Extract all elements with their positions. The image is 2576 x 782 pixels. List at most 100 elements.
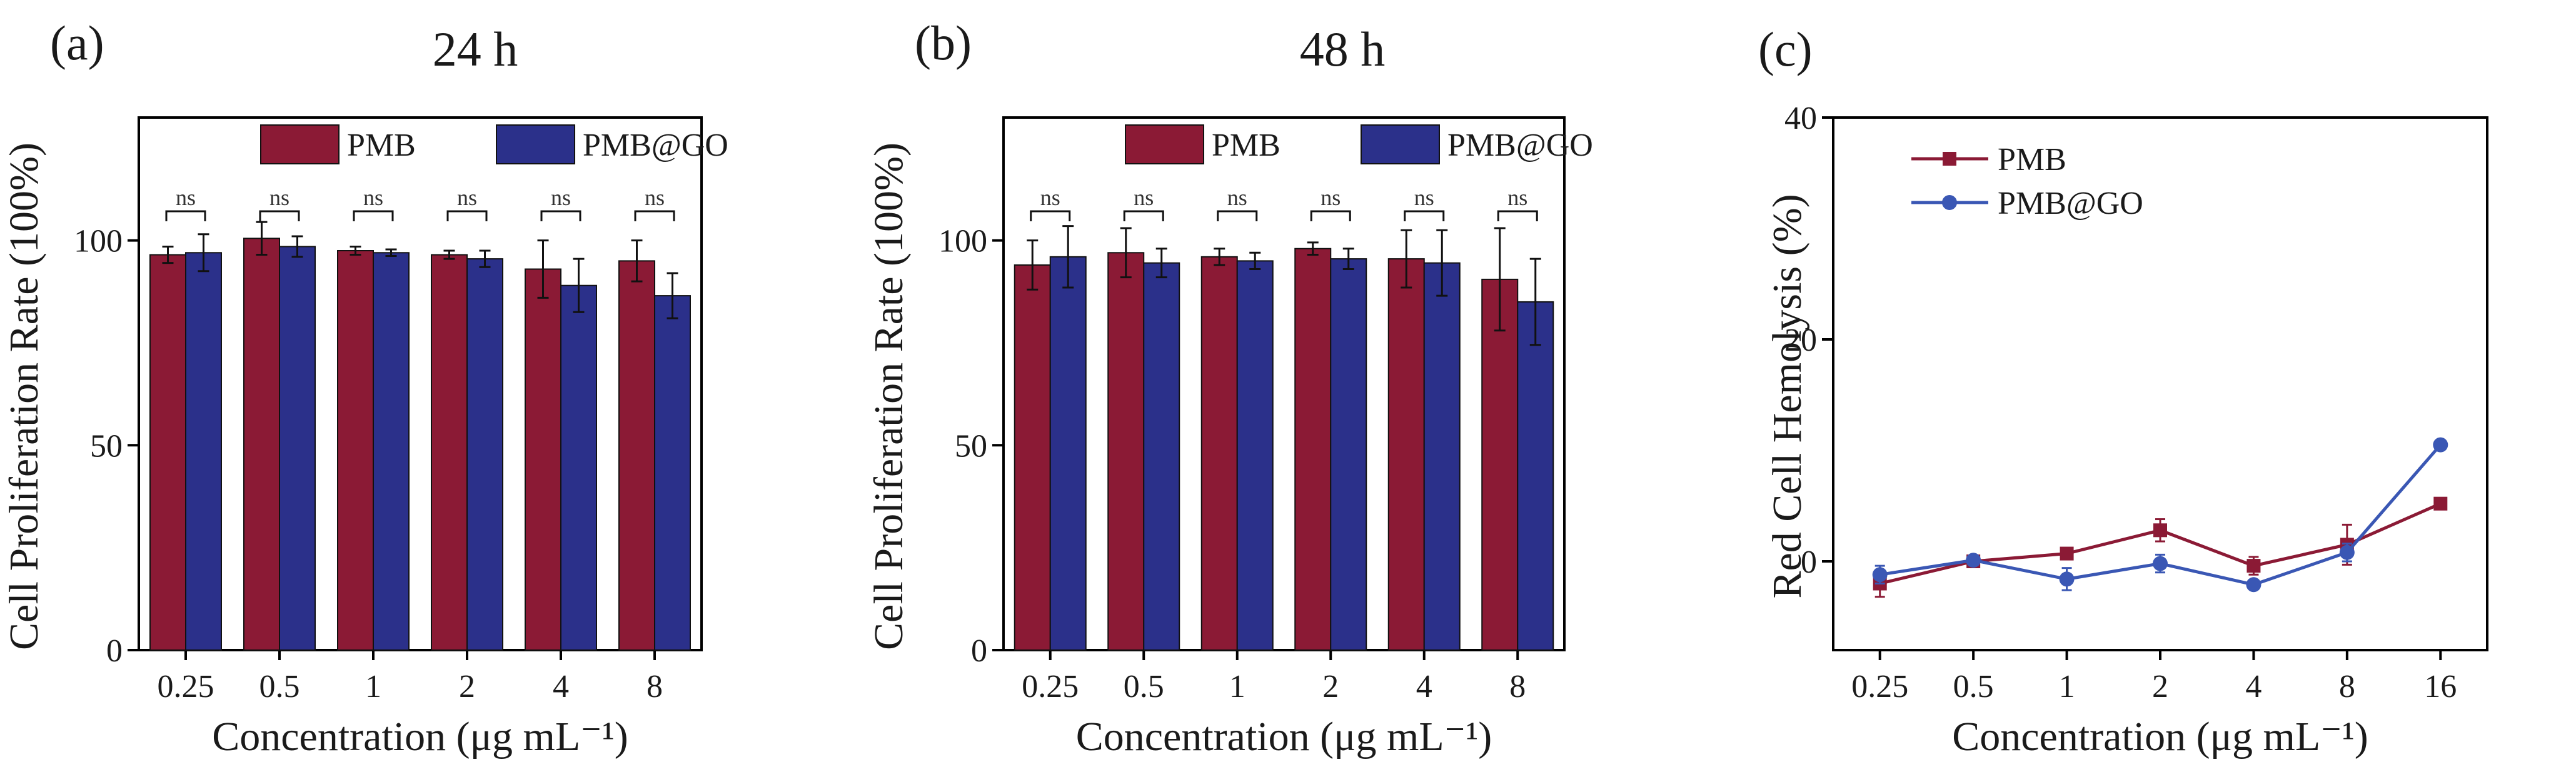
bar <box>1517 301 1554 651</box>
bar <box>1330 258 1367 651</box>
series-pmb <box>1873 496 2448 598</box>
data-point <box>2060 546 2074 561</box>
x-tick-label: 8 <box>1509 669 1526 704</box>
significance-label: ns <box>1414 185 1434 210</box>
legend-label: PMB@GO <box>583 128 728 163</box>
series-pmb <box>1014 227 1519 651</box>
bar <box>185 252 222 651</box>
significance-label: ns <box>363 185 383 210</box>
data-point <box>2153 523 2167 538</box>
data-point <box>2246 577 2262 593</box>
legend-swatch <box>1361 124 1440 164</box>
x-tick-label: 1 <box>365 669 381 704</box>
data-point <box>2433 496 2448 511</box>
y-tick-label: 20 <box>1784 323 1817 358</box>
chart-panel-2: (b) 48 h 0 50 100 0.25 0.5 1 2 4 8 Concentration (μ… <box>866 16 1593 759</box>
bar <box>1107 252 1145 651</box>
chart-panel-1: (a) 24 h 0 50 100 0.25 0.5 1 2 4 8 Concentration (μ… <box>1 16 728 759</box>
bar <box>525 268 561 651</box>
panel-label: (b) <box>915 16 972 70</box>
bar <box>337 250 374 651</box>
y-tick-label: 0 <box>1801 544 1817 580</box>
x-tick-label: 2 <box>2152 669 2168 704</box>
x-tick-label: 2 <box>1322 669 1339 704</box>
significance-label: ns <box>1321 185 1341 210</box>
x-tick-label: 4 <box>2245 669 2262 704</box>
legend-swatch <box>260 124 340 164</box>
bar <box>654 295 691 651</box>
data-point <box>2246 559 2261 573</box>
x-axis-label: Concentration (μg mL⁻¹) <box>1952 714 2368 759</box>
bar <box>1236 260 1274 651</box>
bar <box>560 284 597 651</box>
significance-label: ns <box>1040 185 1060 210</box>
y-axis-label: Cell Proliferation Rate (100%) <box>1 143 47 650</box>
significance-bracket <box>1030 210 1071 221</box>
significance-bracket <box>634 210 675 221</box>
legend-label: PMB@GO <box>1447 128 1593 163</box>
y-axis-label: Cell Proliferation Rate (100%) <box>866 143 912 650</box>
significance-bracket <box>1217 210 1258 221</box>
bar <box>1014 264 1051 651</box>
legend-label: PMB <box>347 128 416 163</box>
data-point <box>2339 544 2355 560</box>
bar <box>1143 262 1180 651</box>
significance-bracket <box>1123 210 1164 221</box>
bar <box>1049 256 1087 651</box>
x-tick-label: 4 <box>1416 669 1432 704</box>
bar <box>373 252 410 651</box>
bar <box>243 238 280 651</box>
bar <box>618 260 655 651</box>
x-tick-label: 1 <box>1229 669 1245 704</box>
significance-bracket <box>1310 210 1351 221</box>
legend-marker <box>1942 195 1957 210</box>
bar <box>466 258 503 651</box>
y-tick-label: 100 <box>74 224 123 259</box>
legend-label: PMB@GO <box>1998 186 2143 221</box>
x-tick-label: 0.5 <box>259 669 300 704</box>
x-tick-label: 0.5 <box>1953 669 1994 704</box>
bar <box>1200 256 1238 651</box>
significance-bracket <box>165 210 206 221</box>
legend-label: PMB <box>1998 142 2066 178</box>
chart-title: 24 h <box>433 22 518 76</box>
series-pmb-go <box>185 233 691 651</box>
bar <box>1387 258 1425 651</box>
x-tick-label: 8 <box>647 669 663 704</box>
plot-frame <box>138 116 703 651</box>
significance-bracket <box>1404 210 1445 221</box>
significance-label: ns <box>1227 185 1247 210</box>
panel-label: (c) <box>1758 22 1813 76</box>
y-tick-label: 40 <box>1784 101 1817 136</box>
significance-bracket <box>353 210 394 221</box>
x-tick-label: 0.25 <box>1022 669 1079 704</box>
x-tick-label: 2 <box>459 669 475 704</box>
bar <box>149 254 186 651</box>
y-tick-label: 50 <box>90 428 123 464</box>
x-tick-label: 0.25 <box>158 669 214 704</box>
significance-label: ns <box>269 185 289 210</box>
x-axis-label: Concentration (μg mL⁻¹) <box>212 714 628 759</box>
significance-label: ns <box>457 185 477 210</box>
data-point <box>2153 556 2168 571</box>
significance-label: ns <box>176 185 196 210</box>
data-point <box>1872 567 1888 583</box>
legend-label: PMB <box>1212 128 1280 163</box>
chart-title: 48 h <box>1300 22 1386 76</box>
significance-bracket <box>446 210 488 221</box>
significance-label: ns <box>1134 185 1154 210</box>
significance-label: ns <box>645 185 665 210</box>
significance-bracket <box>259 210 300 221</box>
y-tick-label: 100 <box>938 224 987 259</box>
legend-swatch <box>496 124 575 164</box>
significance-bracket <box>540 210 581 221</box>
y-axis-label: Red Cell Hemolysis (%) <box>1764 194 1810 598</box>
x-axis-label: Concentration (μg mL⁻¹) <box>1076 714 1492 759</box>
data-point <box>2433 437 2448 453</box>
bar <box>1294 248 1332 651</box>
data-point <box>1966 553 1981 568</box>
bar <box>279 246 316 651</box>
bar <box>1423 262 1461 651</box>
series-pmb-go <box>1872 437 2448 593</box>
